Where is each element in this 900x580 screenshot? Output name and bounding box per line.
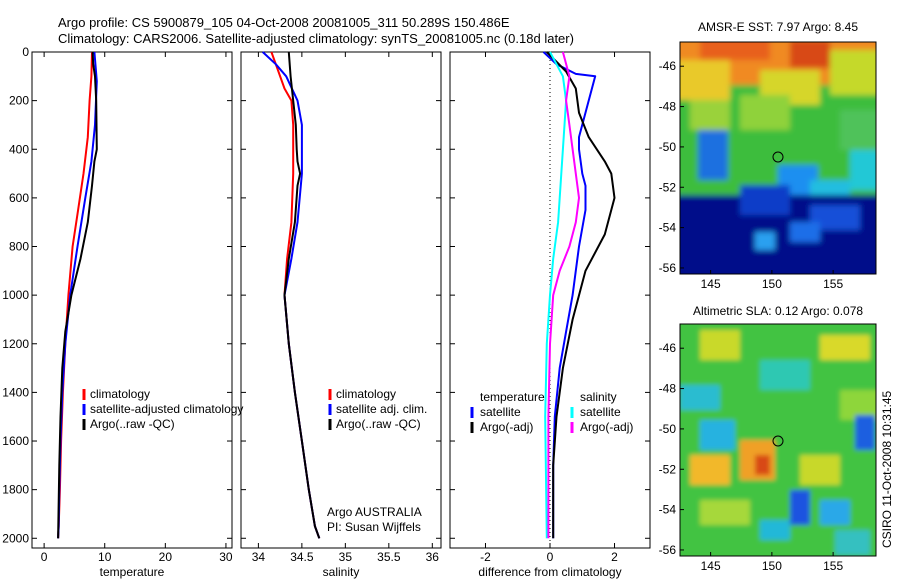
sla-field	[680, 324, 876, 556]
legend-label: satellite-adjusted climatology	[90, 402, 243, 416]
series-line	[57, 51, 98, 539]
x-tick-label: 34	[252, 550, 266, 564]
x-tick-label: 10	[98, 550, 112, 564]
map-y-tick-label: -48	[659, 100, 677, 114]
y-tick-label: 1400	[2, 385, 29, 399]
plot-frame	[240, 51, 442, 549]
x-tick-label: 35	[339, 550, 353, 564]
x-tick-label: -2	[480, 550, 491, 564]
map-y-tick-label: -46	[659, 341, 677, 355]
map-x-tick-label: 145	[701, 559, 721, 573]
sla-map-title: Altimetric SLA: 0.12 Argo: 0.078	[693, 304, 863, 318]
legend-header: temperature	[480, 390, 545, 404]
x-tick-label: 0	[547, 550, 554, 564]
sst-map-title: AMSR-E SST: 7.97 Argo: 8.45	[698, 20, 858, 34]
map-x-tick-label: 155	[823, 277, 843, 291]
sst-map-ticks: 145 150 155 -46 -48 -50 -52 -54 -56	[659, 59, 844, 291]
profile-axis-0: 0 10 20 30 temperature 0 200 400 600 800 1000 1200 1…	[2, 45, 243, 579]
annotation-label: Argo AUSTRALIA	[327, 505, 422, 519]
map-x-tick-label: 155	[823, 559, 843, 573]
legend-label: Argo(-adj)	[480, 420, 533, 434]
legend: temperaturesatelliteArgo(-adj)salinitysa…	[470, 390, 633, 434]
credit-label: CSIRO 11-Oct-2008 10:31:45	[880, 390, 894, 548]
sla-map-ticks: 145 150 155 -46 -48 -50 -52 -54 -56	[659, 341, 844, 573]
legend-label: climatology	[336, 387, 396, 401]
x-tick-label: 30	[219, 550, 233, 564]
map-y-tick-label: -48	[659, 382, 677, 396]
map-x-tick-label: 150	[762, 277, 782, 291]
y-tick-label: 1200	[2, 337, 29, 351]
y-tick-label: 0	[22, 45, 29, 59]
legend-label: climatology	[90, 387, 150, 401]
legend-label: Argo(..raw -QC)	[90, 417, 175, 431]
y-tick-label: 2000	[2, 531, 29, 545]
x-tick-label: 34.5	[290, 550, 314, 564]
map-x-tick-label: 150	[762, 559, 782, 573]
sla-map: Altimetric SLA: 0.12 Argo: 0.078	[659, 304, 877, 573]
map-x-tick-label: 145	[701, 277, 721, 291]
y-tick-label: 1600	[2, 434, 29, 448]
header-line-2: Climatology: CARS2006. Satellite-adjuste…	[58, 31, 574, 46]
map-y-tick-label: -50	[659, 140, 677, 154]
series-line	[542, 51, 597, 539]
annotation-label: PI: Susan Wijffels	[327, 520, 421, 534]
map-y-tick-label: -52	[659, 462, 677, 476]
y-tick-label: 1800	[2, 483, 29, 497]
map-y-tick-label: -50	[659, 422, 677, 436]
x-axis-label: temperature	[100, 565, 165, 579]
series-line	[283, 51, 321, 539]
legend-label: satellite	[480, 405, 521, 419]
y-tick-label: 800	[9, 240, 29, 254]
header-line-1: Argo profile: CS 5900879_105 04-Oct-2008…	[58, 15, 510, 30]
map-y-tick-label: -46	[659, 59, 677, 73]
profile-axes: 0 10 20 30temperature0200400600800100012001…	[2, 45, 651, 579]
x-axis-label: salinity	[323, 565, 360, 579]
y-tick-label: 1000	[2, 288, 29, 302]
plot-frame	[31, 51, 233, 549]
map-y-tick-label: -56	[659, 261, 677, 275]
series-line	[262, 51, 321, 539]
legend-label: satellite	[580, 405, 621, 419]
series-line	[57, 51, 93, 539]
legend-label: satellite adj. clim.	[336, 402, 427, 416]
y-tick-label: 200	[9, 94, 29, 108]
legend-label: Argo(-adj)	[580, 420, 633, 434]
x-tick-label: 0	[41, 550, 48, 564]
map-y-tick-label: -52	[659, 180, 677, 194]
series-line	[547, 51, 580, 539]
sst-field	[680, 42, 876, 274]
x-axis-label: difference from climatology	[478, 565, 621, 579]
profile-axis-1: 34 34.5 35 35.5 36 salinity climatologysatelli…	[240, 51, 442, 579]
x-tick-label: 20	[159, 550, 173, 564]
series-line	[546, 51, 616, 539]
map-y-tick-label: -56	[659, 543, 677, 557]
argo-location-marker	[772, 151, 784, 163]
sst-map: AMSR-E SST: 7.97 Argo: 8.45	[659, 20, 877, 291]
series-line	[57, 51, 98, 539]
y-tick-label: 600	[9, 191, 29, 205]
x-tick-label: 36	[426, 550, 440, 564]
map-y-tick-label: -54	[659, 503, 677, 517]
series-line	[544, 51, 568, 539]
legend-label: Argo(..raw -QC)	[336, 417, 421, 431]
y-tick-label: 400	[9, 142, 29, 156]
x-tick-label: 35.5	[377, 550, 401, 564]
legend-header: salinity	[580, 390, 617, 404]
x-tick-label: 2	[611, 550, 618, 564]
map-y-tick-label: -54	[659, 221, 677, 235]
argo-location-marker	[772, 435, 784, 447]
